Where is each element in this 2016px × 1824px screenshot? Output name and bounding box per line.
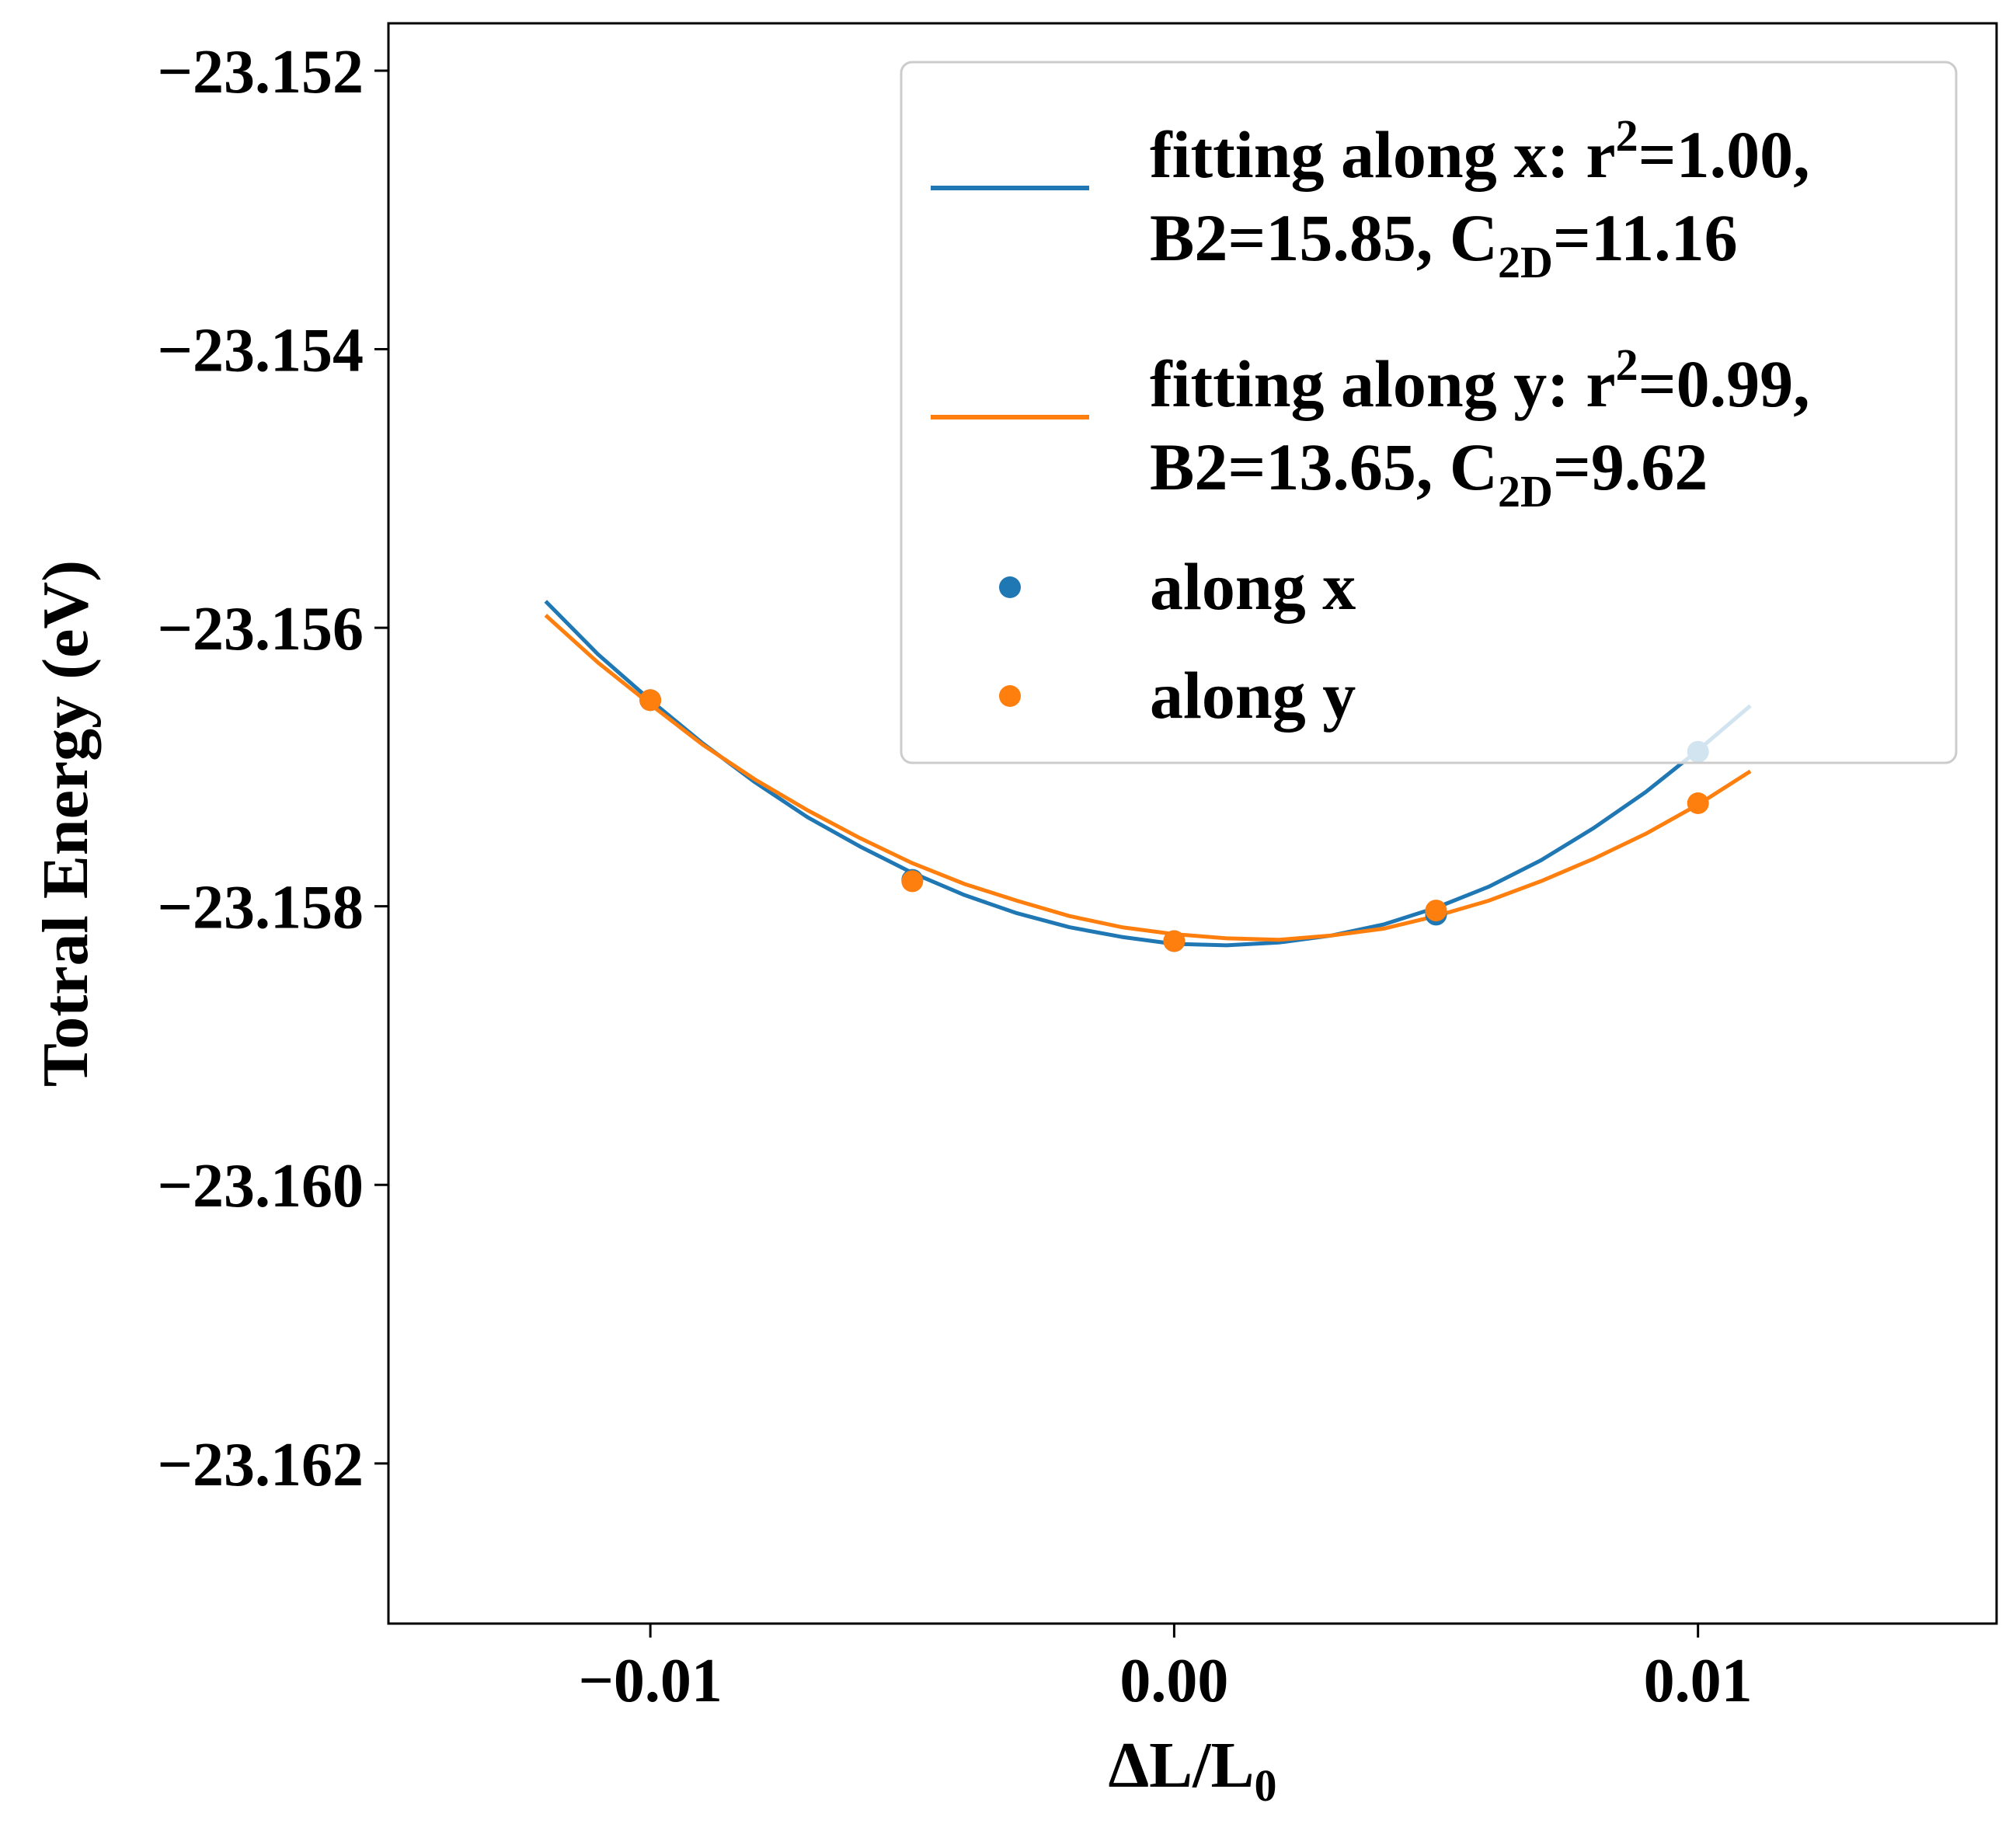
legend-entry-fit-y-line1: fitting along y: r2=0.99, [1150,339,1810,421]
axis-ticks: −0.01 0.00 0.01 −23.152 −23.154 −23.156 −23.15… [157,38,1752,1715]
series-layer [544,600,1752,952]
data-point-along-y-0 [639,689,662,712]
y-tick-label: −23.162 [157,1431,364,1499]
plot-area-frame [387,22,1998,1625]
series-line-fitting-along-y [544,614,1752,942]
y-axis-label: Totral Energy (eV) [30,560,102,1087]
y-tick-label: −23.158 [157,874,364,942]
y-tick-label: −23.154 [157,317,364,385]
data-point-along-y-1 [901,870,924,893]
x-tick-label: 0.01 [1644,1647,1753,1715]
data-point-along-y-3 [1425,900,1447,922]
y-tick-label: −23.152 [157,38,364,106]
legend-entry-points-y: along y [1150,658,1356,733]
legend-dot-swatch-x [999,576,1021,598]
x-tick-label: −0.01 [578,1647,722,1715]
y-tick-label: −23.160 [157,1152,364,1220]
data-point-along-y-2 [1163,930,1186,952]
x-axis-label-subscript: 0 [1255,1760,1277,1811]
legend: fitting along x: r2=1.00, B2=15.85, C2D=… [900,61,1958,764]
legend-entry-fit-x-line1: fitting along x: r2=1.00, [1150,110,1810,192]
legend-entry-points-x: along x [1150,549,1356,624]
y-tick-label: −23.156 [157,595,364,663]
legend-entry-fit-y-line2: B2=13.65, C2D=9.62 [1150,430,1708,517]
x-tick-label: 0.00 [1119,1647,1228,1715]
data-point-along-y-4 [1687,792,1709,814]
legend-dot-swatch-y [999,685,1021,707]
legend-box [900,61,1958,764]
legend-entry-fit-x-line2: B2=15.85, C2D=11.16 [1150,200,1738,287]
x-axis-label: ΔL/L0 [1108,1729,1276,1811]
